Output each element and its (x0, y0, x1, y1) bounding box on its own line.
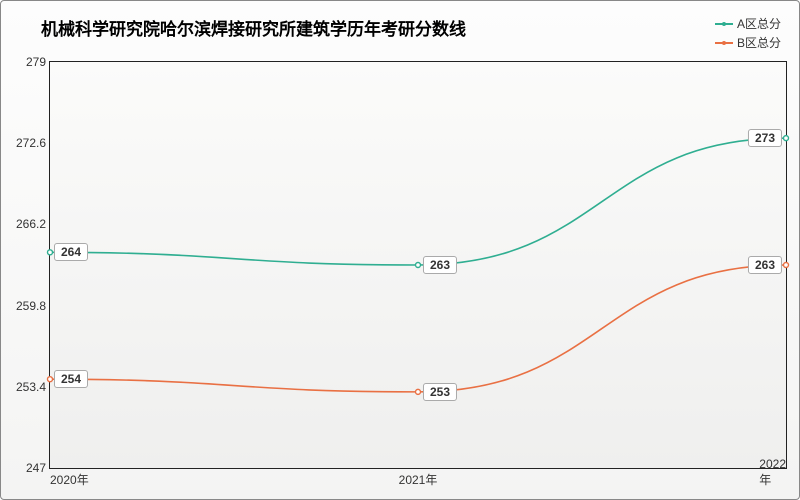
x-tick-label: 2022年 (759, 457, 786, 488)
x-tick-label: 2021年 (399, 471, 438, 488)
series-marker (48, 250, 53, 255)
legend: A区总分 B区总分 (715, 15, 781, 53)
legend-swatch-b (715, 42, 733, 44)
y-tick-label: 266.2 (8, 217, 46, 231)
legend-label-a: A区总分 (737, 15, 781, 32)
point-label: 264 (54, 243, 88, 261)
series-marker (784, 136, 789, 141)
point-label: 253 (423, 383, 457, 401)
y-tick-label: 247 (8, 461, 46, 475)
series-marker (416, 263, 421, 268)
y-tick-label: 279 (8, 55, 46, 69)
y-tick-label: 272.6 (8, 136, 46, 150)
point-label: 254 (54, 370, 88, 388)
series-marker (416, 389, 421, 394)
series-marker (48, 377, 53, 382)
chart-title: 机械科学研究院哈尔滨焊接研究所建筑学历年考研分数线 (41, 15, 466, 40)
y-tick-label: 259.8 (8, 299, 46, 313)
legend-swatch-a (715, 23, 733, 25)
legend-label-b: B区总分 (737, 34, 781, 51)
x-tick-label: 2020年 (50, 471, 89, 488)
legend-item-a: A区总分 (715, 15, 781, 32)
chart-container: 机械科学研究院哈尔滨焊接研究所建筑学历年考研分数线 A区总分 B区总分 2472… (0, 0, 800, 500)
series-line-1 (50, 265, 786, 392)
lines-svg (50, 62, 786, 468)
plot-area: 247253.4259.8266.2272.62792020年2021年2022… (49, 61, 787, 469)
point-label: 263 (748, 256, 782, 274)
series-marker (784, 263, 789, 268)
point-label: 263 (423, 256, 457, 274)
series-line-0 (50, 138, 786, 265)
y-tick-label: 253.4 (8, 380, 46, 394)
point-label: 273 (748, 129, 782, 147)
legend-item-b: B区总分 (715, 34, 781, 51)
